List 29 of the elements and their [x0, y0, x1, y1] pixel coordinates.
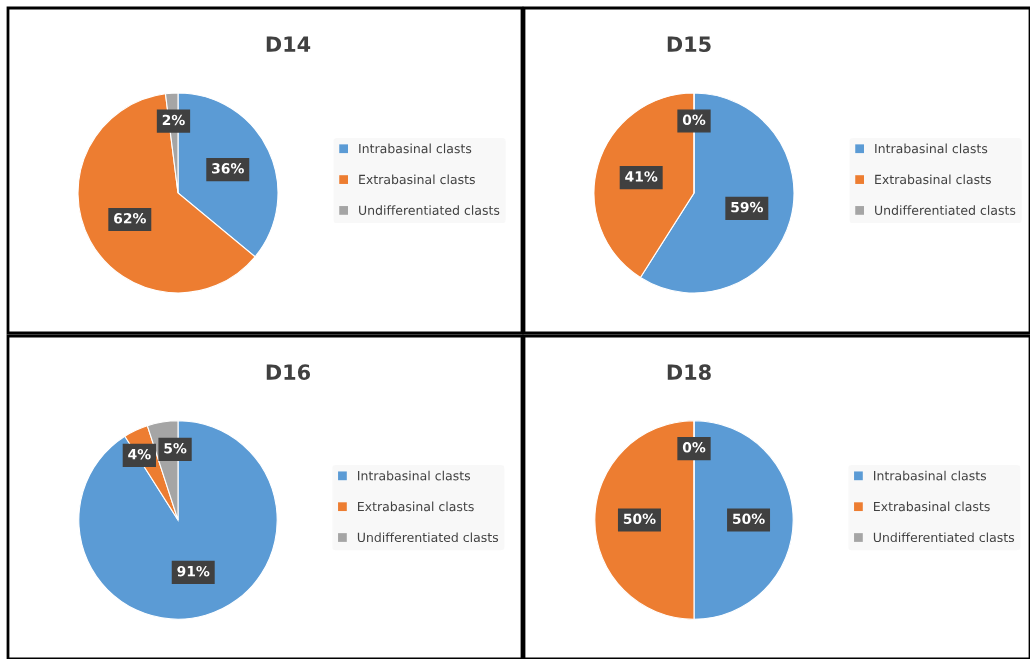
legend-label: Extrabasinal clasts — [874, 501, 990, 512]
chart-title: D18 — [667, 364, 711, 381]
legend-label: Intrabasinal clasts — [358, 470, 471, 481]
data-label: 5% — [164, 442, 187, 454]
legend-label: Intrabasinal clasts — [874, 470, 987, 481]
data-label: 4% — [128, 448, 151, 460]
chart-title: D14 — [266, 36, 311, 52]
chart-title: D15 — [667, 36, 711, 53]
data-label: 41% — [625, 171, 658, 182]
legend-label: Intrabasinal clasts — [875, 143, 988, 154]
text: 0% — [682, 114, 706, 126]
data-label: 91% — [177, 565, 210, 577]
chart-title: D16 — [266, 364, 311, 381]
data-label: 2% — [162, 114, 185, 126]
data-label: 36% — [212, 163, 244, 174]
data-label: 62% — [114, 213, 146, 224]
legend-label: Extrabasinal clasts — [875, 174, 991, 185]
text: 0% — [682, 442, 706, 453]
legend-label: Undifferentiated clasts — [875, 205, 1016, 215]
legend-label: Undifferentiated clasts — [873, 532, 1015, 543]
legend-label: Undifferentiated clasts — [359, 205, 500, 215]
legend-label: Extrabasinal clasts — [358, 501, 474, 512]
data-label: 50% — [623, 513, 656, 525]
data-label: 59% — [731, 201, 763, 213]
legend-label: Intrabasinal clasts — [359, 143, 472, 154]
legend-label: Undifferentiated clasts — [357, 532, 499, 543]
data-label: 50% — [733, 513, 765, 525]
legend-label: Extrabasinal clasts — [359, 174, 475, 185]
pie-slice — [78, 420, 278, 620]
